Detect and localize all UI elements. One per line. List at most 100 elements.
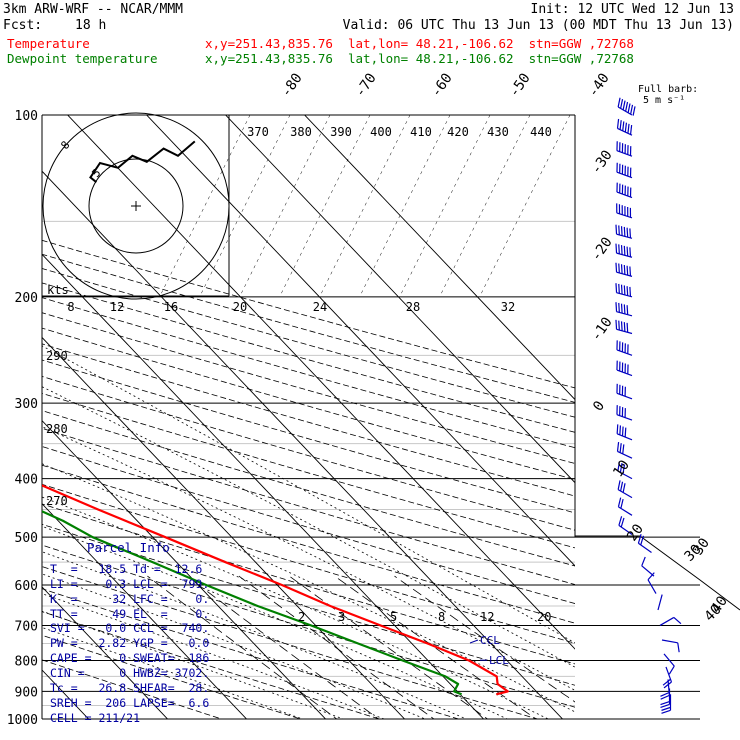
barb-flag	[662, 678, 671, 686]
moist-adiabat	[42, 610, 345, 719]
barb-flag	[622, 483, 626, 493]
isotherm-label: -60	[428, 70, 456, 100]
barb-flag	[673, 616, 682, 625]
barb-flag	[629, 228, 632, 238]
theta-e-guide	[319, 114, 411, 297]
barb-flag	[620, 321, 623, 331]
barb-flag	[615, 262, 618, 273]
barb-flag	[660, 700, 670, 706]
mixing-ratio-label: 8	[438, 610, 445, 624]
wind-barb	[659, 616, 682, 626]
parcel-annotations: CCL LCL	[469, 634, 509, 667]
barb-flag	[617, 480, 621, 490]
wind-barb	[661, 639, 680, 653]
isotherm	[42, 586, 169, 719]
parcel-info-row: LI = 0.3 LCL = 799.	[50, 577, 210, 591]
barb-flag	[626, 246, 629, 257]
wind-barb	[617, 461, 633, 480]
barb-flag	[616, 118, 620, 129]
dry-adiabat	[42, 297, 575, 449]
pressure-label: 100	[15, 109, 38, 124]
isotherm-label: -40	[585, 70, 613, 100]
barb-flag	[616, 441, 620, 452]
pressure-label: 700	[15, 619, 38, 634]
theta-e-guide	[439, 114, 531, 297]
barb-flag	[619, 120, 622, 130]
barb-flag	[620, 264, 623, 274]
barb-flag	[622, 121, 625, 131]
barb-flag	[661, 706, 671, 711]
theta-e-guide	[239, 114, 331, 297]
parcel-info-title: Parcel Info	[87, 540, 170, 555]
dry-adiabat	[42, 282, 575, 433]
barb-flag	[647, 572, 655, 581]
ccl-label: CCL	[480, 634, 500, 647]
isotherm-label: -20	[588, 234, 616, 264]
forecast-hours: 18 h	[75, 18, 107, 33]
pressure-label: 400	[15, 473, 38, 488]
wind-barb	[616, 340, 633, 356]
hodograph-ring-5	[88, 158, 184, 254]
barb-flag	[626, 322, 629, 333]
dry-adiabat	[42, 588, 461, 719]
wind-barb	[662, 666, 673, 689]
barb-flag	[620, 99, 624, 109]
mixing-ratio-label: 12	[480, 610, 494, 624]
theta-e-guide	[279, 114, 371, 297]
theta-e-label: 370	[247, 125, 269, 139]
temperature-location: x,y=251.43,835.76 lat,lon= 48.21,-106.62…	[205, 36, 634, 51]
theta-e-label: 430	[487, 125, 509, 139]
forecast-label: Fcst:	[3, 18, 43, 33]
wind-barbs	[615, 97, 682, 714]
barb-flag	[617, 461, 621, 472]
barb-flag	[626, 305, 629, 315]
dry-adiabat	[42, 327, 575, 480]
isotherm-label: 30	[690, 535, 713, 558]
temperature-profile	[42, 484, 509, 696]
wind-barb	[641, 556, 655, 577]
barb-staff	[661, 639, 678, 644]
barb-flag	[663, 681, 672, 689]
barb-flag	[618, 263, 620, 274]
dry-adiabat	[42, 343, 575, 497]
barb-flag	[622, 464, 626, 474]
wind-barb	[615, 283, 633, 298]
barb-flag	[618, 283, 620, 294]
mixing-ratio-line	[147, 575, 338, 719]
barb-flag	[626, 286, 629, 296]
isotherm-label: 10	[610, 457, 633, 480]
wind-barb	[617, 97, 636, 116]
theta-e-label: 390	[330, 125, 352, 139]
barb-flag	[624, 427, 627, 438]
barb-flag	[623, 322, 626, 332]
parcel-info-row: CIN = 0 HWBZ= 3702.	[50, 666, 210, 680]
isotherm	[42, 253, 485, 719]
isotherm-label: -70	[352, 70, 380, 100]
isotherm-label: 20	[624, 521, 647, 544]
wind-box-edge	[575, 535, 740, 611]
barb-flag	[623, 226, 626, 237]
pressure-label: 600	[15, 579, 38, 594]
wind-barb	[615, 224, 633, 239]
wind-barb	[647, 572, 657, 594]
barb-flag	[616, 424, 619, 434]
isotherm-lines	[42, 115, 575, 719]
barb-flag	[626, 227, 629, 238]
barb-flag	[661, 709, 671, 714]
isotherm	[225, 115, 575, 484]
moist-adiabat	[42, 345, 575, 644]
isotherm	[42, 419, 327, 719]
isotherm	[67, 115, 575, 650]
barb-flag	[623, 264, 626, 275]
theta-label: 280	[46, 422, 68, 436]
parcel-info-row: SVI = 0.0 CCL = 740.	[50, 621, 210, 635]
barb-flag	[617, 97, 621, 108]
wind-barb	[616, 118, 633, 136]
wind-barb	[657, 594, 663, 611]
wind-barb	[616, 383, 633, 400]
mixing-ratio-label: 3	[338, 610, 345, 624]
barb-flag	[660, 703, 670, 709]
wind-barb	[660, 688, 671, 709]
barb-flag	[627, 103, 631, 113]
